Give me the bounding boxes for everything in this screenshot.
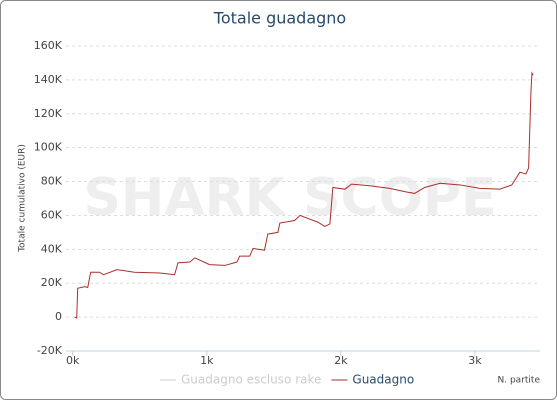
x-tick-label: 3k: [468, 354, 482, 367]
y-tick-label: 160K: [34, 39, 63, 52]
y-tick-label: -20K: [37, 344, 63, 357]
chart-title: Totale guadagno: [213, 9, 346, 28]
y-tick-label: 0: [55, 310, 62, 323]
series-line: [74, 71, 534, 319]
x-tick-label: 1k: [200, 354, 214, 367]
y-axis-title: Totale cumulativo (EUR): [18, 144, 28, 253]
x-axis-title: N. partite: [498, 376, 541, 386]
watermark: SHARK SCOPE: [83, 168, 496, 228]
y-tick-label: 120K: [34, 107, 63, 120]
y-tick-label: 100K: [34, 141, 63, 154]
x-tick-label: 0k: [66, 354, 80, 367]
y-tick-label: 80K: [41, 175, 63, 188]
y-tick-label: 60K: [41, 208, 63, 221]
legend-label[interactable]: Guadagno: [352, 373, 414, 387]
y-tick-label: 40K: [41, 242, 63, 255]
y-tick-label: 20K: [41, 276, 63, 289]
x-tick-label: 2k: [334, 354, 348, 367]
legend-label[interactable]: Guadagno escluso rake: [181, 373, 321, 387]
y-tick-label: 140K: [34, 73, 63, 86]
